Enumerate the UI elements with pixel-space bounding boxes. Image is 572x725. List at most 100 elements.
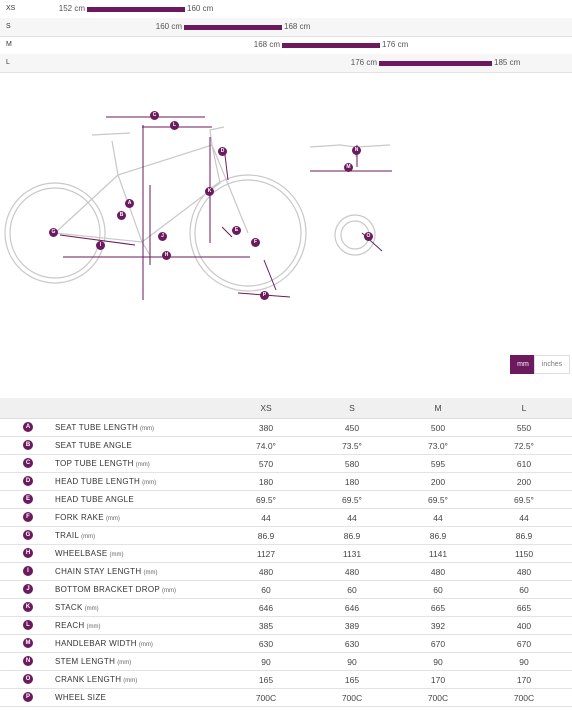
diagram-badge: J xyxy=(158,232,167,241)
row-unit: (mm) xyxy=(138,642,153,648)
diagram-badge: P xyxy=(260,291,269,300)
unit-option[interactable]: inches xyxy=(534,355,570,374)
row-name: TOP TUBE LENGTH (mm) xyxy=(55,459,150,468)
row-badge: I xyxy=(23,566,33,576)
row-name: CRANK LENGTH (mm) xyxy=(55,675,138,684)
diagram-badge: O xyxy=(364,232,373,241)
cell-value: 200 xyxy=(430,477,446,487)
cell-value: 580 xyxy=(344,459,360,469)
cell-value: 385 xyxy=(258,621,274,631)
row-name: WHEELBASE (mm) xyxy=(55,549,124,558)
cell-value: 700C xyxy=(255,693,277,703)
table-row: J BOTTOM BRACKET DROP (mm) 60 60 60 60 xyxy=(0,580,572,599)
table-row: I CHAIN STAY LENGTH (mm) 480 480 480 480 xyxy=(0,562,572,581)
row-name: CHAIN STAY LENGTH (mm) xyxy=(55,567,158,576)
cell-value: 44 xyxy=(261,513,271,523)
row-name: WHEEL SIZE xyxy=(55,693,107,702)
cell-value: 90 xyxy=(261,657,271,667)
row-unit: (mm) xyxy=(142,480,157,486)
cell-value: 60 xyxy=(261,585,271,595)
size-row: S 160 cm 168 cm xyxy=(0,18,572,37)
cell-value: 86.9 xyxy=(429,531,447,541)
cell-value: 44 xyxy=(433,513,443,523)
size-row: M 168 cm 176 cm xyxy=(0,36,572,55)
cell-value: 646 xyxy=(344,603,360,613)
row-name: HANDLEBAR WIDTH (mm) xyxy=(55,639,153,648)
column-header: L xyxy=(521,403,527,413)
row-badge: P xyxy=(23,692,33,702)
cell-value: 73.5° xyxy=(342,441,362,451)
size-label: L xyxy=(6,59,10,66)
cell-value: 170 xyxy=(516,675,532,685)
cell-value: 1141 xyxy=(428,549,448,559)
column-header: XS xyxy=(260,403,272,413)
table-row: M HANDLEBAR WIDTH (mm) 630 630 670 670 xyxy=(0,634,572,653)
row-unit: (mm) xyxy=(86,624,101,630)
bike-diagram xyxy=(4,116,392,300)
size-min: 176 cm xyxy=(350,58,377,67)
column-header: M xyxy=(434,403,442,413)
cell-value: 610 xyxy=(516,459,532,469)
size-bar xyxy=(282,43,380,48)
row-name: REACH (mm) xyxy=(55,621,101,630)
cell-value: 69.5° xyxy=(256,495,276,505)
size-row: XS 152 cm 160 cm xyxy=(0,0,572,19)
table-row: O CRANK LENGTH (mm) 165 165 170 170 xyxy=(0,670,572,689)
table-row: B SEAT TUBE ANGLE 74.0° 73.5° 73.0° 72.5° xyxy=(0,436,572,455)
cell-value: 165 xyxy=(258,675,274,685)
row-name: TRAIL (mm) xyxy=(55,531,96,540)
table-row: A SEAT TUBE LENGTH (mm) 380 450 500 550 xyxy=(0,418,572,437)
cell-value: 450 xyxy=(344,423,360,433)
diagram-badge: A xyxy=(125,199,134,208)
cell-value: 665 xyxy=(430,603,446,613)
size-max: 185 cm xyxy=(494,58,521,67)
row-unit: (mm) xyxy=(117,660,132,666)
diagram-badge: C xyxy=(150,111,159,120)
cell-value: 630 xyxy=(344,639,360,649)
row-badge: K xyxy=(23,602,33,612)
cell-value: 44 xyxy=(519,513,529,523)
size-bar xyxy=(379,61,492,66)
row-badge: O xyxy=(23,674,33,684)
cell-value: 550 xyxy=(516,423,532,433)
row-name: HEAD TUBE ANGLE xyxy=(55,495,135,504)
table-row: E HEAD TUBE ANGLE 69.5° 69.5° 69.5° 69.5° xyxy=(0,490,572,509)
row-badge: N xyxy=(23,656,33,666)
size-max: 160 cm xyxy=(187,4,214,13)
cell-value: 380 xyxy=(258,423,274,433)
cell-value: 392 xyxy=(430,621,446,631)
cell-value: 73.0° xyxy=(428,441,448,451)
row-name: BOTTOM BRACKET DROP (mm) xyxy=(55,585,176,594)
row-unit: (mm) xyxy=(161,588,176,594)
diagram-badge: I xyxy=(96,241,105,250)
row-badge: D xyxy=(23,476,33,486)
row-name: SEAT TUBE ANGLE xyxy=(55,441,132,450)
cell-value: 670 xyxy=(516,639,532,649)
size-label: S xyxy=(6,23,11,30)
diagram-badge: L xyxy=(170,121,179,130)
row-unit: (mm) xyxy=(140,426,155,432)
unit-option[interactable]: mm xyxy=(510,355,536,374)
cell-value: 180 xyxy=(258,477,274,487)
row-badge: H xyxy=(23,548,33,558)
table-row: N STEM LENGTH (mm) 90 90 90 90 xyxy=(0,652,572,671)
table-header xyxy=(0,398,572,419)
size-bar xyxy=(184,25,282,30)
table-row: K STACK (mm) 646 646 665 665 xyxy=(0,598,572,617)
cell-value: 595 xyxy=(430,459,446,469)
cell-value: 200 xyxy=(516,477,532,487)
cell-value: 700C xyxy=(427,693,449,703)
size-min: 160 cm xyxy=(155,22,182,31)
cell-value: 480 xyxy=(258,567,274,577)
row-badge: G xyxy=(23,530,33,540)
cell-value: 69.5° xyxy=(342,495,362,505)
cell-value: 670 xyxy=(430,639,446,649)
row-badge: F xyxy=(23,512,33,522)
cell-value: 86.9 xyxy=(257,531,275,541)
cell-value: 69.5° xyxy=(514,495,534,505)
size-row: L 176 cm 185 cm xyxy=(0,54,572,73)
cell-value: 389 xyxy=(344,621,360,631)
row-unit: (mm) xyxy=(81,534,96,540)
diagram-badge: H xyxy=(162,251,171,260)
